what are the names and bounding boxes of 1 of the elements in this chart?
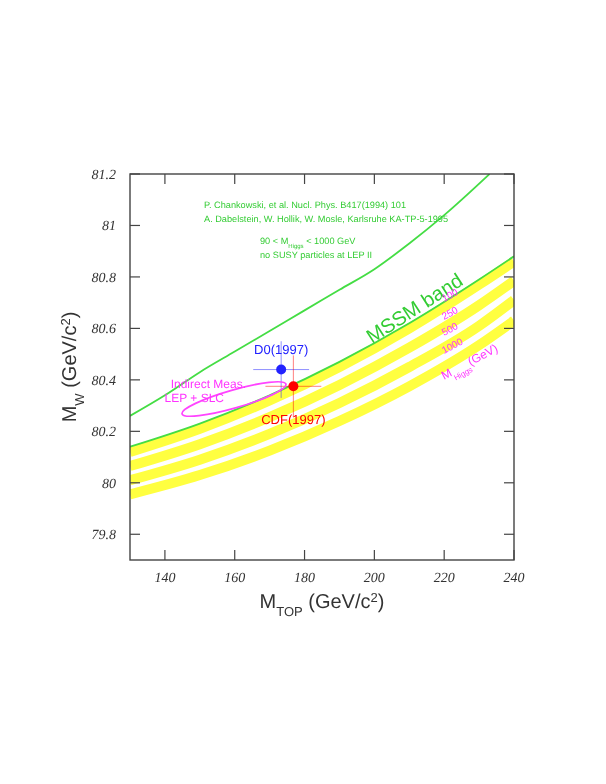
x-axis-title: M$_{TOP}$ (GeV/c$^{2}$) bbox=[259, 591, 385, 619]
